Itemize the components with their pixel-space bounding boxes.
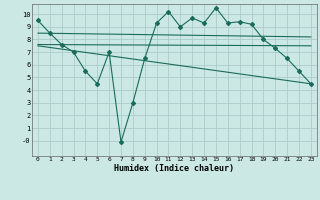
X-axis label: Humidex (Indice chaleur): Humidex (Indice chaleur) [115, 164, 234, 173]
